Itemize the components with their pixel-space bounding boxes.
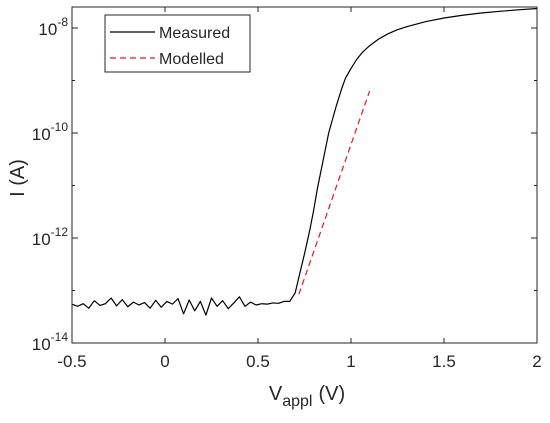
legend: Measured Modelled [104, 14, 251, 73]
x-tick-label: 0 [160, 352, 169, 371]
legend-label-measured: Measured [159, 25, 230, 42]
plot-group [71, 7, 538, 316]
y-tick-label: 10-14 [32, 330, 69, 354]
x-tick-label: -0.5 [57, 352, 86, 371]
labels-group: I (A) Vappl (V) [7, 159, 345, 410]
x-axis-label-sub: appl [282, 393, 312, 410]
y-tick-label: 10-12 [32, 225, 69, 249]
series-line-measured [71, 7, 538, 316]
y-tick-label: 10-8 [38, 15, 68, 39]
x-tick-label: 2 [532, 352, 541, 371]
x-axis-label-unit: (V) [318, 383, 345, 405]
x-tick-label: 1 [346, 352, 355, 371]
legend-label-modelled: Modelled [159, 51, 224, 68]
ticks-group: -0.5 0 0.5 1 1.5 2 10-14 10-12 10-10 10-8 [32, 6, 542, 371]
x-axis-label: Vappl (V) [269, 383, 345, 410]
x-tick-label: 1.5 [432, 352, 456, 371]
legend-box [104, 14, 251, 73]
y-tick-label: 10-10 [32, 120, 69, 144]
plot-frame [71, 6, 538, 344]
y-axis-label: I (A) [7, 159, 29, 197]
series-line-modelled [298, 90, 371, 295]
x-tick-label: 0.5 [246, 352, 270, 371]
x-axis-label-main: V [269, 383, 283, 405]
